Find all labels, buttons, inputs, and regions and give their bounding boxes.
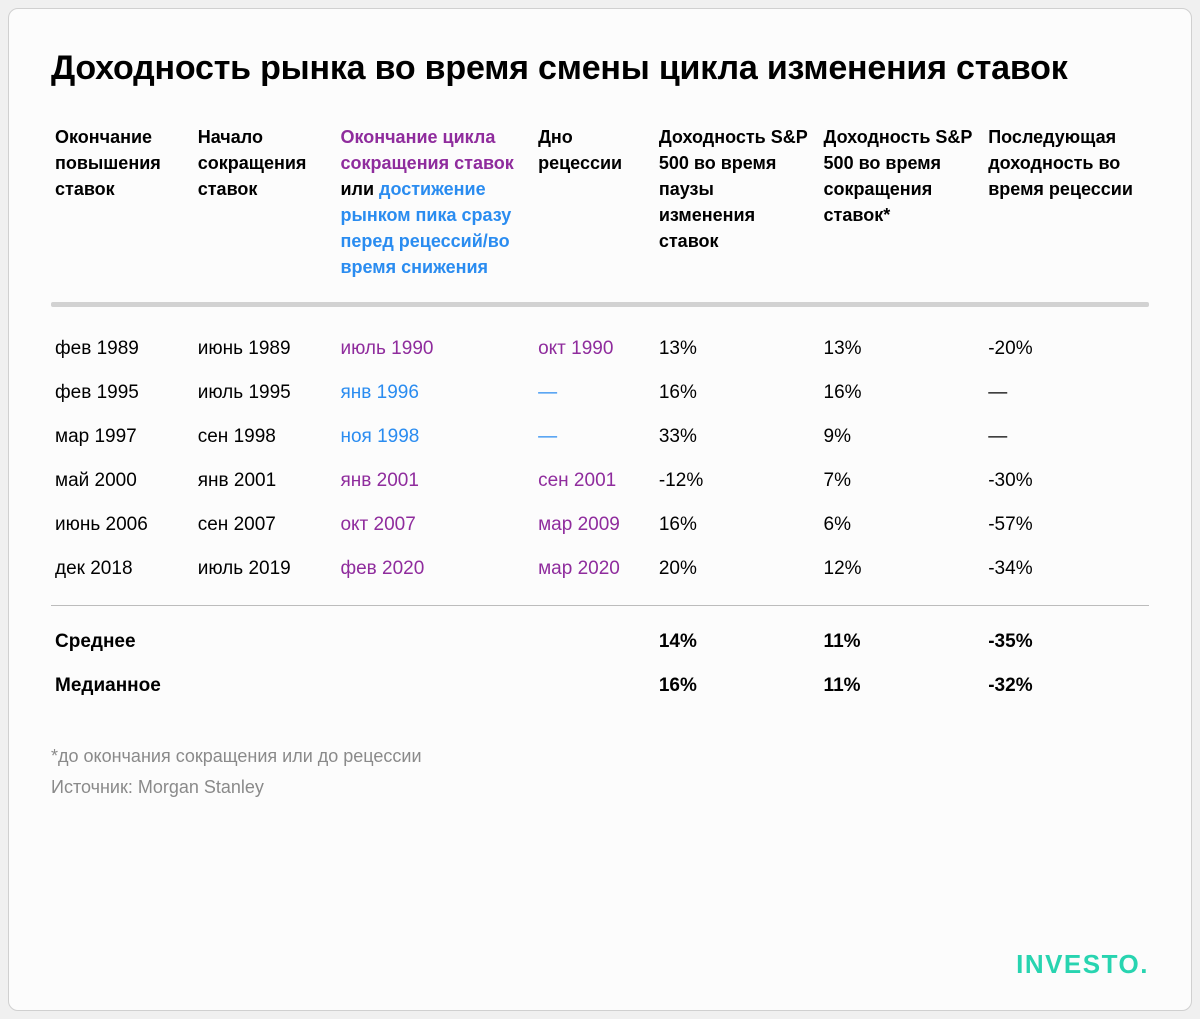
rates-table: Окончание повышения ставокНачало сокраще… [51,124,1149,709]
cell-c0: фев 1989 [51,327,194,371]
cell-c5: 7% [820,459,985,503]
col-header-c5: Доходность S&P 500 во время сокращения с… [820,124,985,303]
col-header-c6: Последующая доходность во время рецессии [984,124,1149,303]
cell-c2: окт 2007 [336,503,534,547]
brand-name: INVESTO [1016,949,1140,979]
summary-row: Среднее 14%11%-35% [51,620,1149,664]
cell-c5: 12% [820,547,985,591]
cell-c4: 13% [655,327,820,371]
cell-c4: 20% [655,547,820,591]
cell-c2: янв 2001 [336,459,534,503]
cell-c5: 13% [820,327,985,371]
brand-logo: INVESTO. [1016,949,1149,980]
col-header-c2: Окончание цикла сокращения ставок или до… [336,124,534,303]
info-card: Доходность рынка во время смены цикла из… [8,8,1192,1011]
col-header-c4: Доходность S&P 500 во время паузы измене… [655,124,820,303]
cell-c1: июль 2019 [194,547,337,591]
cell-c3: мар 2009 [534,503,655,547]
cell-c1: сен 1998 [194,415,337,459]
cell-c6: — [984,415,1149,459]
cell-c4: 16% [655,371,820,415]
cell-c0: май 2000 [51,459,194,503]
cell-c3: сен 2001 [534,459,655,503]
summary-c5: 11% [820,620,985,664]
cell-c4: 16% [655,503,820,547]
summary-c4: 14% [655,620,820,664]
cell-c1: июнь 1989 [194,327,337,371]
table-row: июнь 2006сен 2007окт 2007мар 200916%6%-5… [51,503,1149,547]
cell-c1: янв 2001 [194,459,337,503]
summary-c6: -35% [984,620,1149,664]
header-separator [51,302,1149,327]
body-separator [51,591,1149,620]
col-header-c0: Окончание повышения ставок [51,124,194,303]
brand-dot: . [1140,949,1149,979]
cell-c5: 9% [820,415,985,459]
cell-c6: -30% [984,459,1149,503]
summary-c4: 16% [655,664,820,708]
card-footer: *до окончания сокращения или до рецессии… [51,746,1149,798]
table-header-row: Окончание повышения ставокНачало сокраще… [51,124,1149,303]
summary-label: Среднее [51,620,194,664]
table-row: фев 1989июнь 1989июль 1990окт 199013%13%… [51,327,1149,371]
cell-c3: мар 2020 [534,547,655,591]
cell-c2: янв 1996 [336,371,534,415]
cell-c1: июль 1995 [194,371,337,415]
cell-c6: -34% [984,547,1149,591]
table-row: фев 1995июль 1995янв 1996—16%16%— [51,371,1149,415]
cell-c0: июнь 2006 [51,503,194,547]
cell-c6: -20% [984,327,1149,371]
cell-c3: окт 1990 [534,327,655,371]
summary-c6: -32% [984,664,1149,708]
cell-c1: сен 2007 [194,503,337,547]
cell-c5: 16% [820,371,985,415]
table-row: мар 1997сен 1998ноя 1998—33%9%— [51,415,1149,459]
table-row: дек 2018июль 2019фев 2020мар 202020%12%-… [51,547,1149,591]
footnote-text: *до окончания сокращения или до рецессии [51,746,1149,767]
cell-c6: -57% [984,503,1149,547]
cell-c6: — [984,371,1149,415]
summary-row: Медианное 16%11%-32% [51,664,1149,708]
card-title: Доходность рынка во время смены цикла из… [51,47,1149,90]
cell-c4: 33% [655,415,820,459]
summary-label: Медианное [51,664,194,708]
cell-c2: июль 1990 [336,327,534,371]
col-header-c1: Начало сокращения ставок [194,124,337,303]
cell-c5: 6% [820,503,985,547]
cell-c3: — [534,371,655,415]
cell-c3: — [534,415,655,459]
col-header-c3: Дно рецессии [534,124,655,303]
source-text: Источник: Morgan Stanley [51,777,1149,798]
table-row: май 2000янв 2001янв 2001сен 2001-12%7%-3… [51,459,1149,503]
cell-c0: мар 1997 [51,415,194,459]
summary-c5: 11% [820,664,985,708]
cell-c2: фев 2020 [336,547,534,591]
cell-c4: -12% [655,459,820,503]
cell-c2: ноя 1998 [336,415,534,459]
cell-c0: фев 1995 [51,371,194,415]
cell-c0: дек 2018 [51,547,194,591]
